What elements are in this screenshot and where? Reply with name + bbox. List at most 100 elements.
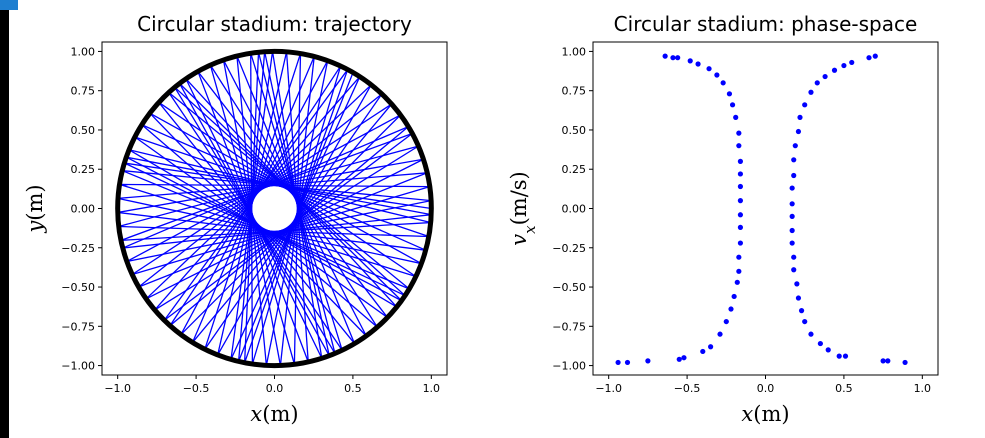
y-tick-label: 0.50 [562,124,587,137]
phase-point [624,359,631,366]
y-tick-label: 1.00 [71,45,96,58]
phase-point [817,340,823,347]
x-tick-label: −0.5 [183,382,210,395]
y-tick-label: −0.75 [61,320,95,333]
phase-point [736,143,742,149]
stadium-boundary [115,48,434,369]
window-corner-accent [0,0,18,10]
phase-point [717,331,723,337]
phase-point [736,268,742,274]
trajectory-x-axis-label: x(m) [250,402,298,426]
y-tick-label: 0.00 [562,203,587,216]
phase-point [695,61,701,67]
phase-point [794,281,800,287]
phase-point [681,355,687,361]
phase-point [831,67,838,73]
y-tick-label: −0.50 [61,281,95,294]
phase-space-title: Circular stadium: phase-space [614,12,918,36]
phase-point [789,201,795,207]
phase-point [728,306,734,312]
phase-point [866,55,872,61]
phase-point [789,227,795,234]
phase-point [822,73,828,80]
trajectory-lines [117,51,432,366]
phase-point [714,72,720,78]
phase-point [731,293,737,300]
x-tick-label: −0.5 [674,382,701,395]
trajectory-segment [169,126,409,327]
trajectory-segment [178,83,330,357]
phase-point [736,130,742,136]
y-tick-label: −0.25 [552,242,586,255]
phase-space-y-axis-label: vx(m/s) [507,171,539,246]
trajectory-segment [237,51,266,362]
window-left-edge [0,0,9,438]
x-tick-label: −1.0 [595,382,622,395]
phase-point [902,359,908,366]
y-tick-label: −0.50 [552,281,586,294]
y-tick-label: 0.75 [71,85,96,98]
trajectory-segment [264,51,330,356]
phase-point [791,157,797,163]
phase-point [849,59,855,66]
trajectory-plot: −1.0 −0.5 0.0 0.5 1.0 1.00 0.75 0.50 0.25 0.00 −0… [23,12,448,426]
trajectory-title: Circular stadium: trajectory [137,12,412,36]
phase-point [789,213,795,219]
phase-point [798,307,805,314]
y-tick-label: −0.75 [552,320,586,333]
phase-point [841,62,847,69]
y-tick-label: 0.25 [71,163,96,176]
phase-point [720,80,726,86]
phase-point [836,353,842,359]
x-tick-label: 0.5 [344,382,362,395]
phase-point [737,158,744,164]
x-tick-label: −1.0 [104,382,131,395]
phase-point [872,53,878,59]
phase-point [792,143,798,149]
phase-point [842,353,849,359]
phase-point [700,348,706,355]
phase-point [676,356,682,362]
phase-point [737,198,744,204]
phase-point [795,295,802,301]
phase-space-x-axis-label: x(m) [741,402,789,426]
phase-point [726,91,733,97]
phase-point [737,224,744,230]
phase-point [733,114,739,120]
phase-point [885,358,891,364]
trajectory-segment [125,156,402,302]
phase-point [797,114,803,120]
phase-point [687,58,693,64]
phase-point [737,212,744,218]
y-tick-label: 0.50 [71,124,96,137]
y-tick-label: 0.00 [71,203,96,216]
x-tick-label: 0.0 [266,382,284,395]
trajectory-segment [126,156,432,216]
phase-point [802,102,808,108]
phase-point [737,171,744,177]
phase-point [723,318,729,325]
x-tick-label: 0.0 [757,382,775,395]
y-tick-label: −0.25 [61,242,95,255]
phase-point [808,331,814,337]
phase-point [814,80,820,86]
x-tick-label: 1.0 [914,382,932,395]
phase-space-plot: −1.0 −0.5 0.0 0.5 1.0 1.00 0.75 0.50 0.25 0.00 −0… [507,12,939,426]
phase-point [670,55,676,61]
phase-point [789,240,795,246]
trajectory-segment [122,126,409,249]
phase-space-points [615,53,908,366]
phase-point [706,66,712,72]
phase-point [729,102,736,108]
x-tick-label: 0.5 [835,382,853,395]
phase-point [802,318,808,325]
phase-point [808,89,814,95]
y-tick-label: 0.25 [562,163,587,176]
phase-point [734,279,740,285]
phase-point [791,267,797,273]
phase-point [675,55,681,61]
y-tick-label: 1.00 [562,45,587,58]
x-tick-label: 1.0 [423,382,441,395]
phase-point [791,172,797,179]
